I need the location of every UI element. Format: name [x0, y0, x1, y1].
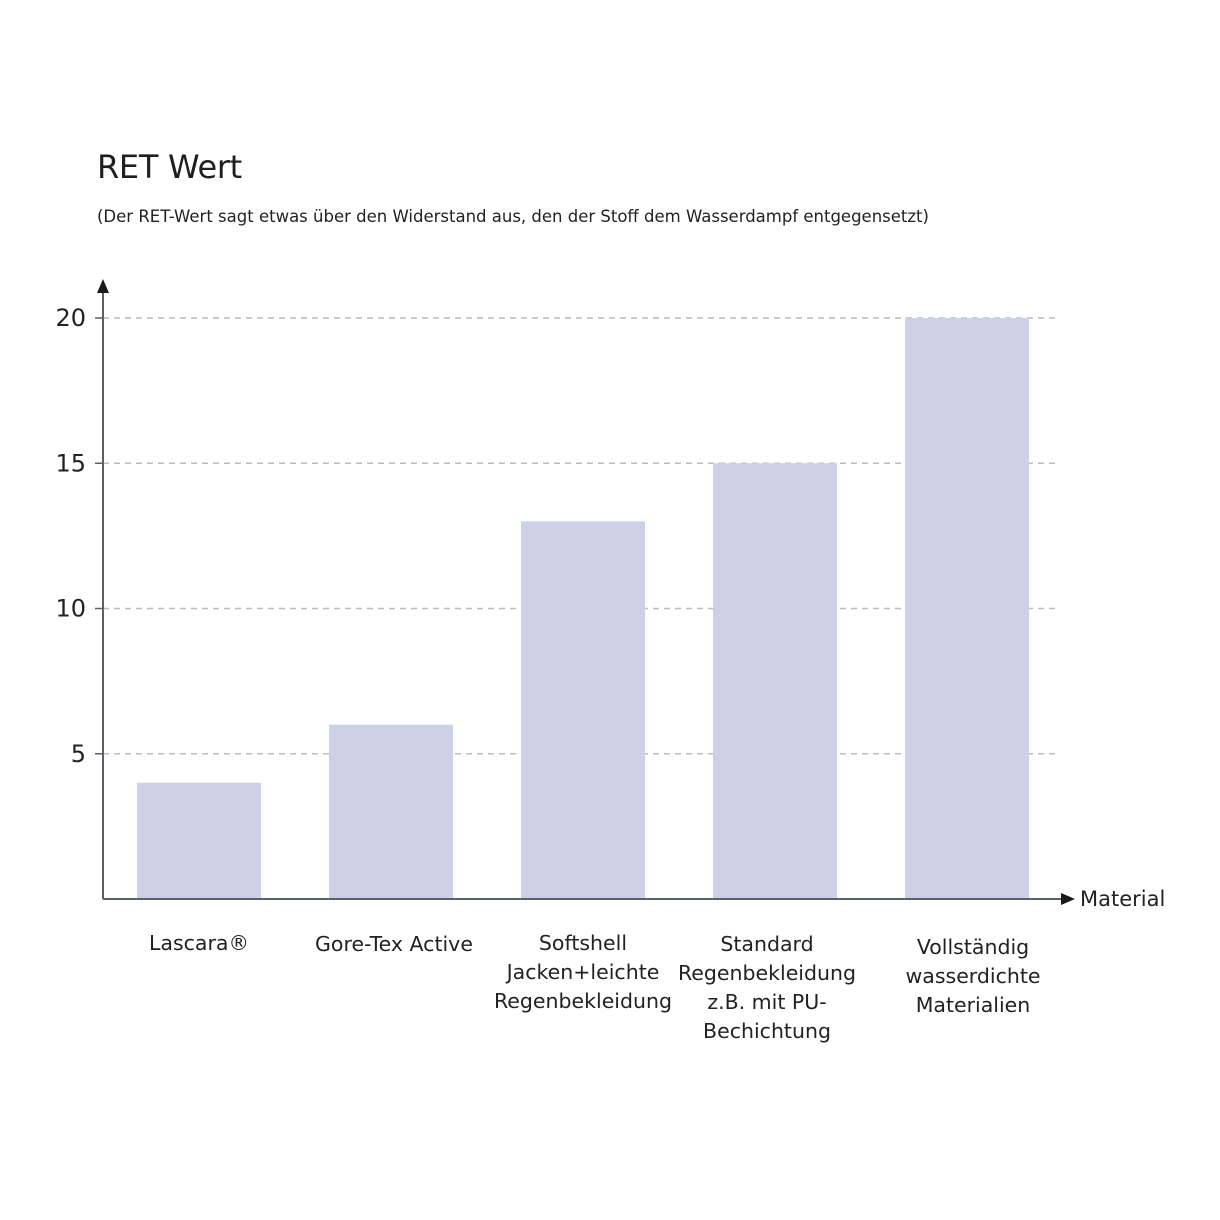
category-label-1: Gore-Tex Active [315, 932, 473, 956]
bar-3 [713, 463, 837, 899]
category-label-line: Regenbekleidung [494, 989, 672, 1013]
labels: 5 10 15 20 Material Lascara® Gore-Tex Active So… [55, 304, 1165, 1043]
chart-title: RET Wert [97, 148, 242, 186]
category-label-4: Vollständig wasserdichte Materialien [906, 935, 1041, 1017]
category-label-line: Gore-Tex Active [315, 932, 473, 956]
category-label-line: Bechichtung [703, 1019, 831, 1043]
y-axis-arrow-icon [97, 279, 109, 293]
category-label-line: wasserdichte [906, 964, 1041, 988]
bar-4 [905, 318, 1029, 899]
category-label-line: Softshell [539, 931, 627, 955]
bar-1 [329, 724, 453, 899]
category-label-line: Lascara® [149, 931, 249, 955]
category-label-line: Standard [720, 932, 813, 956]
y-tick-label-15: 15 [55, 449, 86, 477]
x-axis-title: Material [1080, 887, 1165, 911]
category-label-line: Regenbekleidung [678, 961, 856, 985]
category-label-3: Standard Regenbekleidung z.B. mit PU- Bechi… [678, 932, 856, 1043]
category-label-line: Materialien [916, 993, 1031, 1017]
axes [95, 279, 1075, 905]
y-tick-label-5: 5 [71, 740, 86, 768]
category-label-0: Lascara® [149, 931, 249, 955]
bars [137, 318, 1029, 899]
category-label-2: Softshell Jacken+leichte Regenbekleidung [494, 931, 672, 1013]
category-label-line: Jacken+leichte [505, 960, 660, 984]
bar-2 [521, 521, 645, 899]
category-label-line: Vollständig [917, 935, 1029, 959]
bar-0 [137, 782, 261, 899]
chart-subtitle: (Der RET-Wert sagt etwas über den Widers… [97, 207, 929, 226]
y-tick-label-10: 10 [55, 595, 86, 623]
y-tick-label-20: 20 [55, 304, 86, 332]
x-axis-arrow-icon [1061, 893, 1075, 905]
category-label-line: z.B. mit PU- [707, 990, 826, 1014]
